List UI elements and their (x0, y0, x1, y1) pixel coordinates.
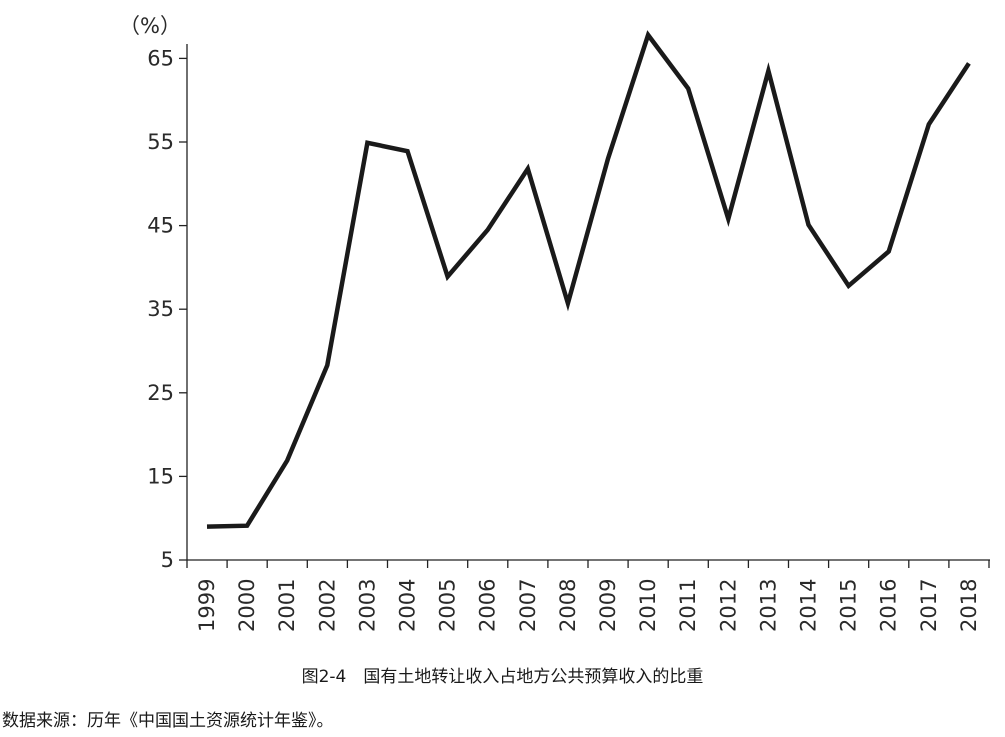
x-tick-label: 2004 (396, 579, 420, 632)
x-tick-label: 2005 (436, 579, 460, 632)
x-axis: 1999 2000 2001 2002 2003 2004 2005 2006 2007 2008… (186, 559, 990, 632)
x-tick-label: 2013 (756, 579, 780, 632)
series-group (206, 30, 971, 529)
y-axis: 5 15 25 35 45 55 65 (147, 44, 188, 572)
y-tick-label: 25 (147, 381, 174, 405)
y-tick-label: 5 (161, 548, 174, 572)
x-tick-label: 2007 (516, 579, 540, 632)
x-tick-label: 2016 (877, 579, 901, 632)
y-unit-label: （%） (119, 14, 181, 38)
x-tick-label: 1999 (195, 579, 219, 632)
x-tick-label: 2017 (917, 579, 941, 632)
x-tick-label: 2000 (235, 579, 259, 632)
x-tick-label: 2001 (275, 579, 299, 632)
x-tick-label: 2003 (355, 579, 379, 632)
x-tick-label: 2008 (556, 579, 580, 632)
x-tick-label: 2006 (476, 579, 500, 632)
x-tick-label: 2012 (716, 579, 740, 632)
y-tick-label: 45 (147, 214, 174, 238)
y-tick-label: 65 (147, 46, 174, 70)
x-tick-label: 2009 (596, 579, 620, 632)
x-tick-label: 2018 (957, 579, 981, 632)
y-tick-label: 35 (147, 297, 174, 321)
x-tick-label: 2011 (676, 579, 700, 632)
figure-caption: 图2-4 国有土地转让收入占地方公共预算收入的比重 (301, 667, 704, 687)
line-chart: 5 15 25 35 45 55 65 1999 2000 2001 2002 2003 2004 20… (119, 14, 990, 632)
y-tick-label: 15 (147, 464, 174, 488)
series-line (206, 30, 971, 529)
data-source-note: 数据来源：历年《中国国土资源统计年鉴》。 (2, 711, 334, 731)
x-tick-label: 2010 (636, 579, 660, 632)
x-tick-label: 2002 (315, 579, 339, 632)
x-tick-label: 2014 (797, 579, 821, 632)
y-tick-label: 55 (147, 130, 174, 154)
x-tick-label: 2015 (837, 579, 861, 632)
